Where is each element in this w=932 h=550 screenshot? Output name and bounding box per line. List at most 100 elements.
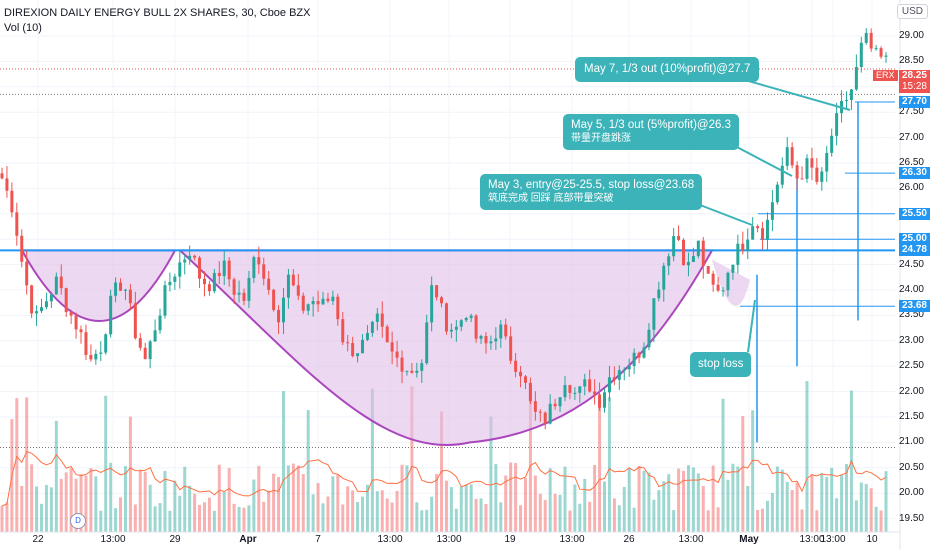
volume-bar bbox=[830, 467, 834, 532]
dividend-marker[interactable]: D bbox=[70, 513, 86, 529]
volume-bar bbox=[123, 465, 127, 532]
candle-body bbox=[479, 335, 483, 339]
candle-body bbox=[563, 385, 567, 398]
annotation-may3[interactable]: May 3, entry@25-25.5, stop loss@23.68 筑底… bbox=[480, 174, 703, 210]
volume-bar bbox=[528, 383, 532, 532]
candle-body bbox=[672, 236, 676, 257]
volume-bar bbox=[523, 477, 527, 532]
candle-body bbox=[296, 285, 300, 296]
volume-bar bbox=[686, 465, 690, 532]
candle-body bbox=[790, 147, 794, 166]
volume-bar bbox=[138, 469, 142, 532]
candle-body bbox=[356, 353, 360, 357]
candle-body bbox=[706, 266, 710, 274]
candle-body bbox=[415, 370, 419, 373]
volume-bar bbox=[207, 497, 211, 532]
volume-bar bbox=[533, 475, 537, 532]
volume-bar bbox=[385, 498, 389, 532]
time-tick-label: 13:00 bbox=[820, 534, 846, 545]
candle-body bbox=[5, 178, 9, 191]
volume-bar bbox=[232, 503, 236, 532]
candle-body bbox=[133, 303, 137, 339]
candle-body bbox=[173, 276, 177, 282]
volume-bar bbox=[0, 505, 4, 532]
candle-body bbox=[667, 256, 671, 266]
volume-bar bbox=[69, 468, 73, 532]
candle-body bbox=[701, 240, 705, 267]
price-level-tag: 27.70 bbox=[898, 96, 930, 109]
volume-bar bbox=[780, 469, 784, 532]
candle-body bbox=[346, 342, 350, 344]
candle-body bbox=[810, 158, 814, 168]
volume-bar bbox=[607, 397, 611, 532]
volume-bar bbox=[731, 463, 735, 532]
price-level-tag: 25.50 bbox=[898, 207, 930, 220]
volume-bar bbox=[430, 496, 434, 532]
annotation-may7[interactable]: May 7, 1/3 out (10%profit)@27.7 bbox=[575, 57, 760, 82]
volume-bar bbox=[212, 510, 216, 532]
volume-bar bbox=[128, 416, 132, 532]
annotation-may5[interactable]: May 5, 1/3 out (5%profit)@26.3 带量开盘跳涨 bbox=[563, 114, 739, 150]
volume-bar bbox=[800, 509, 804, 532]
volume-bar bbox=[257, 465, 261, 532]
price-tick-label: 24.50 bbox=[898, 258, 924, 270]
price-level-tag: 23.68 bbox=[898, 300, 930, 313]
volume-bar bbox=[311, 494, 315, 532]
candle-body bbox=[770, 202, 774, 220]
candle-body bbox=[721, 290, 725, 292]
volume-bar bbox=[632, 507, 636, 532]
candle-body bbox=[568, 385, 572, 393]
candle-body bbox=[370, 321, 374, 333]
price-tick-label: 26.00 bbox=[898, 182, 924, 194]
volume-bar bbox=[74, 478, 78, 532]
candle-body bbox=[306, 304, 310, 311]
volume-bar bbox=[449, 487, 453, 532]
volume-bar bbox=[25, 397, 29, 532]
candle-body bbox=[830, 135, 834, 153]
volume-bar bbox=[835, 498, 839, 532]
volume-bar bbox=[840, 474, 844, 532]
volume-bar bbox=[612, 498, 616, 532]
candle-body bbox=[879, 48, 883, 57]
candle-body bbox=[785, 147, 789, 166]
volume-bar bbox=[657, 490, 661, 532]
candle-body bbox=[859, 42, 863, 68]
candle-body bbox=[54, 276, 58, 295]
volume-bar bbox=[820, 473, 824, 532]
candle-body bbox=[168, 281, 172, 286]
volume-bar bbox=[741, 416, 745, 532]
volume-bar bbox=[420, 510, 424, 532]
volume-bar bbox=[99, 510, 103, 532]
price-tick-label: 26.50 bbox=[898, 157, 924, 168]
last-price-tag: 28.25 bbox=[898, 70, 930, 82]
volume-ma-line bbox=[1, 450, 887, 507]
annotation-arrows bbox=[699, 79, 851, 353]
volume-bar bbox=[148, 484, 152, 532]
candle-body bbox=[79, 329, 83, 333]
candle-body bbox=[242, 292, 246, 301]
chart-legend: DIREXION DAILY ENERGY BULL 2X SHARES, 30… bbox=[4, 6, 311, 36]
candle-body bbox=[765, 219, 769, 240]
volume-bar bbox=[652, 499, 656, 532]
candle-body bbox=[523, 376, 527, 383]
candle-body bbox=[869, 32, 873, 49]
candle-body bbox=[15, 212, 19, 236]
handle-cup bbox=[712, 259, 750, 306]
currency-button[interactable]: USD bbox=[896, 4, 928, 19]
volume-bar bbox=[548, 468, 552, 532]
volume-bar bbox=[40, 503, 44, 532]
price-tick-label: 23.00 bbox=[898, 334, 924, 346]
candle-body bbox=[588, 379, 592, 392]
volume-bar bbox=[775, 466, 779, 532]
candle-body bbox=[59, 276, 63, 289]
volume-bar bbox=[306, 410, 310, 532]
volume-bar bbox=[59, 478, 63, 532]
annotation-stop-loss[interactable]: stop loss bbox=[690, 352, 752, 377]
price-level-tag: 25.00 bbox=[898, 233, 930, 246]
candle-body bbox=[637, 352, 641, 358]
candle-body bbox=[558, 397, 562, 407]
candle-body bbox=[805, 158, 809, 179]
candle-body bbox=[331, 296, 335, 302]
candle-body bbox=[30, 285, 34, 314]
